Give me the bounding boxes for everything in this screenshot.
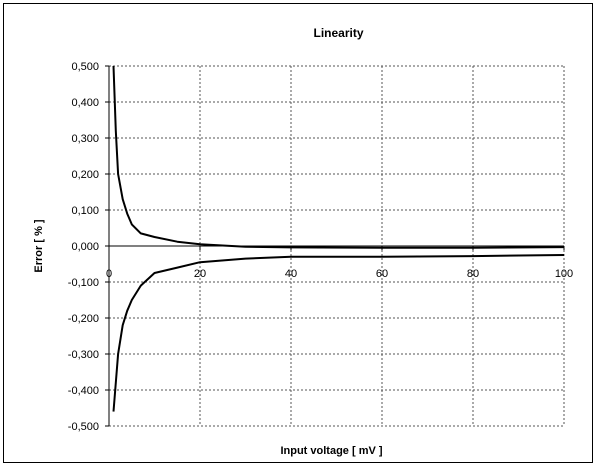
y-tick-label: -0,400 [68, 385, 99, 397]
series-line [112, 65, 565, 249]
series-line [112, 254, 565, 412]
y-tick-label: -0,200 [68, 313, 99, 325]
y-tick-label: 0,500 [71, 61, 99, 73]
y-tick-label: 0,000 [71, 241, 99, 253]
chart-frame: 0,500 0,400 0,300 0,200 0,100 0,000 -0,100 -0,2… [3, 3, 593, 463]
x-tick-label: 80 [467, 268, 479, 280]
series-lines [112, 65, 565, 412]
x-axis-title: Input voltage [ mV ] [280, 445, 382, 457]
y-axis-title: Error [ % ] [33, 219, 45, 273]
chart-title: Linearity [313, 26, 363, 40]
linearity-chart: 0,500 0,400 0,300 0,200 0,100 0,000 -0,100 -0,2… [33, 26, 573, 457]
x-tick-labels: 0 20 40 60 80 100 [106, 268, 573, 280]
x-tick-label: 20 [194, 268, 206, 280]
y-tick-labels: 0,500 0,400 0,300 0,200 0,100 0,000 -0,100 -0,2… [68, 61, 99, 433]
y-tick-label: -0,500 [68, 421, 99, 433]
x-tick-label: 0 [106, 268, 112, 280]
axes [105, 65, 565, 427]
x-tick-label: 40 [285, 268, 297, 280]
x-tick-label: 100 [555, 268, 573, 280]
y-tick-label: -0,100 [68, 277, 99, 289]
y-tick-label: 0,400 [71, 97, 99, 109]
y-tick-label: 0,300 [71, 133, 99, 145]
y-tick-label: -0,300 [68, 349, 99, 361]
y-tick-label: 0,100 [71, 205, 99, 217]
y-tick-label: 0,200 [71, 169, 99, 181]
x-tick-label: 60 [376, 268, 388, 280]
